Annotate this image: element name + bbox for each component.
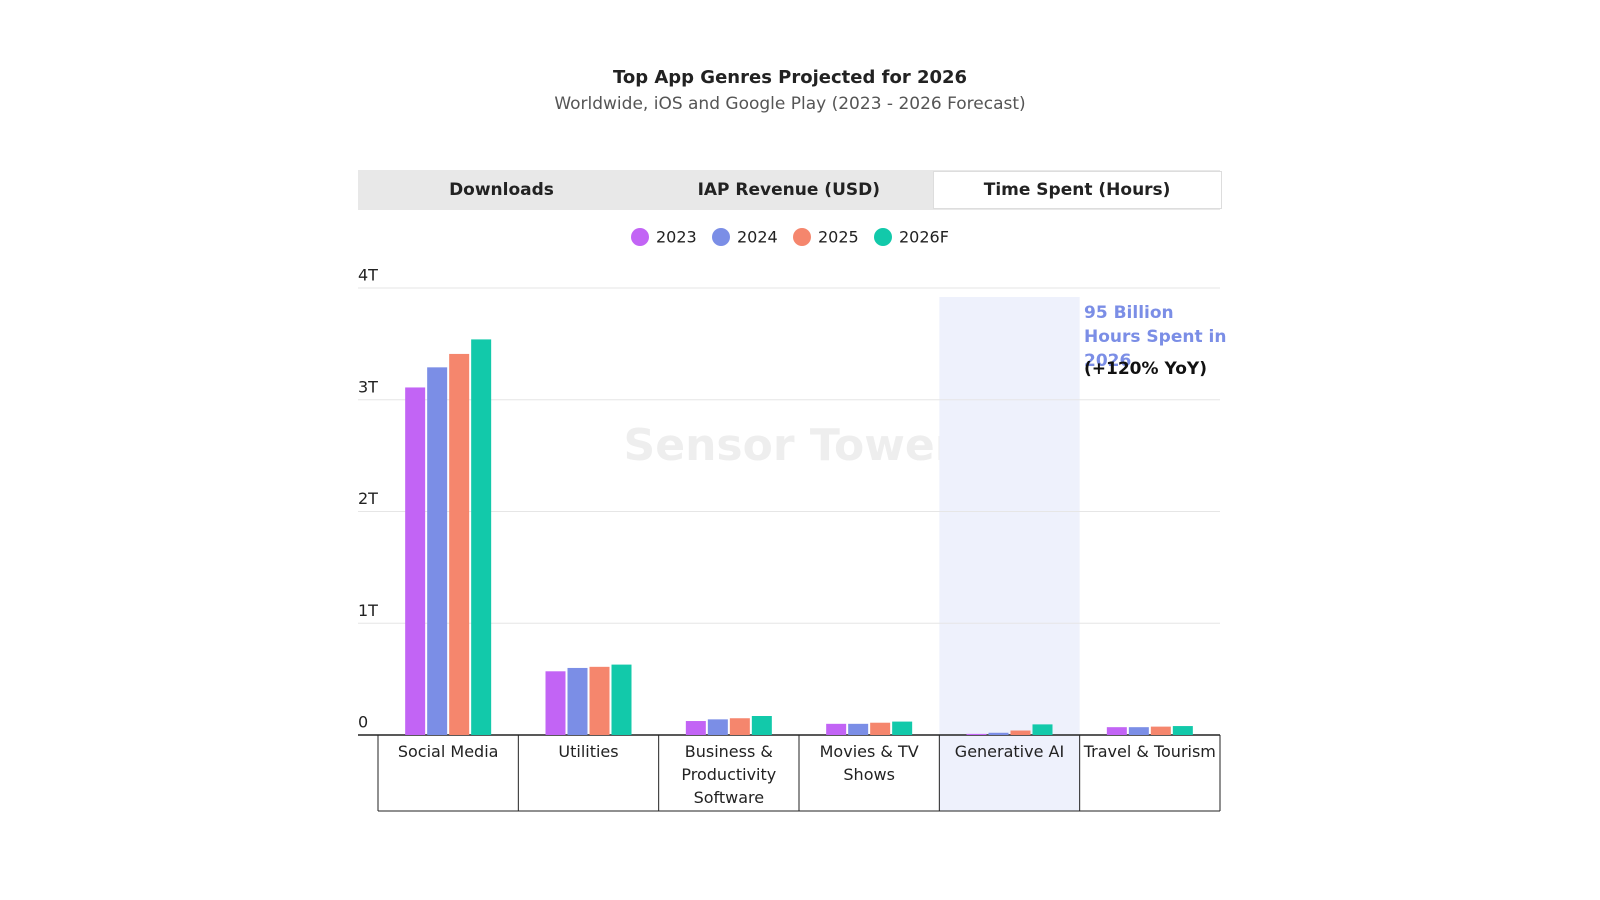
bar [870, 722, 891, 735]
x-tick-label: Movies & TV Shows [819, 742, 919, 784]
bar [427, 367, 448, 735]
legend-label: 2025 [818, 228, 859, 247]
legend-swatch [712, 228, 730, 246]
bar [988, 732, 1009, 735]
x-tick-label: Generative AI [954, 742, 1065, 761]
tab[interactable]: IAP Revenue (USD) [697, 180, 881, 200]
bar [966, 733, 987, 735]
bar [1150, 726, 1171, 735]
legend-swatch [631, 228, 649, 246]
legend-swatch [793, 228, 811, 246]
y-tick-label: 2T [358, 489, 378, 508]
x-tick-label: Travel & Tourism [1083, 742, 1216, 761]
bar [729, 718, 750, 735]
highlight-band [939, 297, 1080, 811]
bar [826, 723, 847, 735]
bar [611, 664, 632, 735]
x-tick-label: Business & Productivity Software [681, 742, 777, 807]
chart-title: Top App Genres Projected for 2026 [613, 67, 967, 88]
tab[interactable]: Time Spent (Hours) [932, 171, 1222, 209]
y-tick-label: 4T [358, 266, 378, 285]
y-tick-label: 3T [358, 377, 378, 396]
legend-label: 2023 [656, 228, 697, 247]
bar [449, 353, 470, 735]
bar [405, 387, 426, 735]
bar [751, 716, 772, 735]
bar [471, 339, 492, 735]
x-tick-label: Utilities [558, 742, 619, 761]
bar [1128, 727, 1149, 735]
bar [1032, 724, 1053, 735]
bar [892, 721, 913, 735]
legend-label: 2026F [899, 228, 949, 247]
bar [685, 721, 706, 735]
chart-subtitle: Worldwide, iOS and Google Play (2023 - 2… [554, 94, 1025, 114]
bar [1172, 726, 1193, 735]
y-tick-label: 0 [358, 713, 368, 732]
bar [567, 667, 588, 735]
watermark: Sensor Tower [624, 420, 957, 471]
x-tick-label: Social Media [397, 742, 499, 761]
bar [589, 666, 610, 735]
bar [1010, 730, 1031, 735]
annotation: (+120% YoY) [1084, 359, 1207, 379]
y-tick-label: 1T [358, 601, 378, 620]
bar [848, 723, 869, 735]
bar [707, 719, 728, 735]
legend-label: 2024 [737, 228, 778, 247]
annotation: 95 Billion Hours Spent in 2026 [1084, 303, 1227, 371]
bar [1106, 727, 1127, 735]
legend-swatch [874, 228, 892, 246]
tab[interactable]: Downloads [449, 180, 554, 200]
bar [545, 671, 566, 735]
